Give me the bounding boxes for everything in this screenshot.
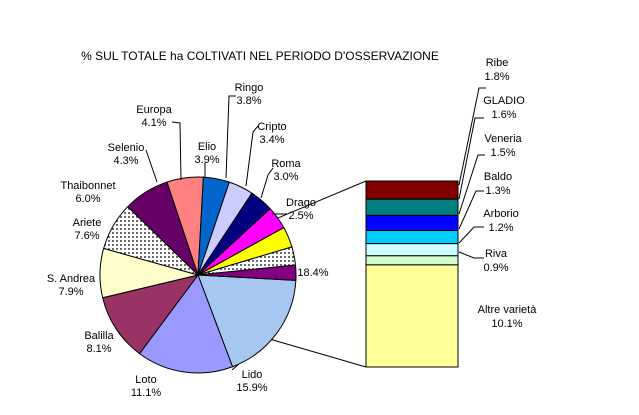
bar-segment-arborio [365, 243, 459, 257]
bar-value-label-altre-variet: 10.1% [491, 318, 522, 330]
pie-value-label-lido: 15.9% [236, 382, 267, 394]
pie-value-label-ringo: 3.8% [236, 95, 261, 107]
bar-value-label-gladio: 1.6% [491, 109, 516, 121]
pie-value-label-selenio: 4.3% [113, 155, 138, 167]
bar-value-label-baldo: 1.3% [485, 185, 510, 197]
leader-line-cripto [245, 125, 259, 187]
pie-label-ariete: Ariete [73, 217, 102, 229]
bar-value-label-arborio: 1.2% [488, 222, 513, 234]
connector-line-bottom [271, 339, 367, 368]
pie-to-bar-connectors [271, 180, 367, 368]
bar-label-baldo: Baldo [484, 171, 512, 183]
pie-slice-other-varieties [197, 274, 297, 368]
bar-value-label-ribe: 1.8% [484, 71, 509, 83]
pie-label-roma: Roma [271, 158, 301, 170]
bar-leader-veneria [458, 154, 485, 215]
bar-label-riva: Riva [485, 248, 508, 260]
leader-line-selenio [145, 149, 158, 183]
pie-label-thaibonnet: Thaibonnet [60, 180, 115, 192]
pie-value-label-roma: 3.0% [273, 171, 298, 183]
bar-leader-ribe [458, 87, 486, 186]
leader-line-roma [260, 167, 274, 199]
bar-leader-riva [458, 251, 484, 259]
pie-value-label-s-andrea: 7.9% [58, 286, 83, 298]
bar-label-veneria: Veneria [484, 133, 522, 145]
pie-value-label-drago: 2.5% [288, 210, 313, 222]
bar-segment-gladio [365, 198, 459, 216]
pie-label-cripto: Cripto [257, 121, 286, 133]
leader-line-lido [231, 363, 240, 371]
pie-label-lido: Lido [242, 369, 263, 381]
pie-label-ringo: Ringo [235, 82, 264, 94]
pie-label-europa: Europa [136, 104, 172, 116]
leader-line-europa [171, 121, 182, 181]
bar-label-arborio: Arborio [483, 208, 518, 220]
bar-label-ribe: Ribe [486, 57, 509, 69]
pie-label-loto: Loto [135, 374, 156, 386]
bar-segment-riva [365, 255, 459, 266]
pie-value-label-balilla: 8.1% [86, 343, 111, 355]
pie-value-label-elio: 3.9% [194, 154, 219, 166]
connector-line-top [277, 180, 367, 219]
pie-value-label-loto: 11.1% [131, 387, 162, 399]
bar-value-label-riva: 0.9% [483, 262, 508, 274]
bar-value-label-veneria: 1.5% [490, 147, 515, 159]
bar-leader-arborio [458, 226, 484, 244]
pie-label-s-andrea: S. Andrea [47, 273, 96, 285]
pie-value-label-cripto: 3.4% [259, 134, 284, 146]
pie-slice-lido [138, 273, 234, 374]
pie-value-label-ariete: 7.6% [74, 230, 99, 242]
pie-label-elio: Elio [198, 141, 216, 153]
pie-value-label-first-slice: 18.4% [297, 267, 328, 279]
bar-segment-veneria [365, 214, 459, 232]
bar-leader-gladio [458, 117, 484, 200]
bar-label-altre-variet: Altre varietà [478, 304, 538, 316]
leader-line-ringo [225, 95, 236, 179]
pie-label-drago: Drago [286, 197, 316, 209]
breakdown-bar [365, 180, 459, 368]
bar-segment-baldo [365, 230, 459, 245]
bar-leader-baldo [458, 190, 484, 230]
bar-label-gladio: GLADIO [483, 95, 525, 107]
pie-value-label-thaibonnet: 6.0% [75, 193, 100, 205]
pie-slice-drago [197, 264, 297, 281]
bar-segment-ribe [365, 180, 459, 200]
pie [99, 176, 297, 374]
pie-label-selenio: Selenio [108, 142, 145, 154]
pie-value-label-europa: 4.1% [141, 117, 166, 129]
pie-slice-loto [102, 274, 200, 355]
pie-label-balilla: Balilla [84, 330, 114, 342]
chart-title: % SUL TOTALE ha COLTIVATI NEL PERIODO D'… [81, 49, 439, 63]
bar-segment-altre-variet [365, 264, 459, 368]
